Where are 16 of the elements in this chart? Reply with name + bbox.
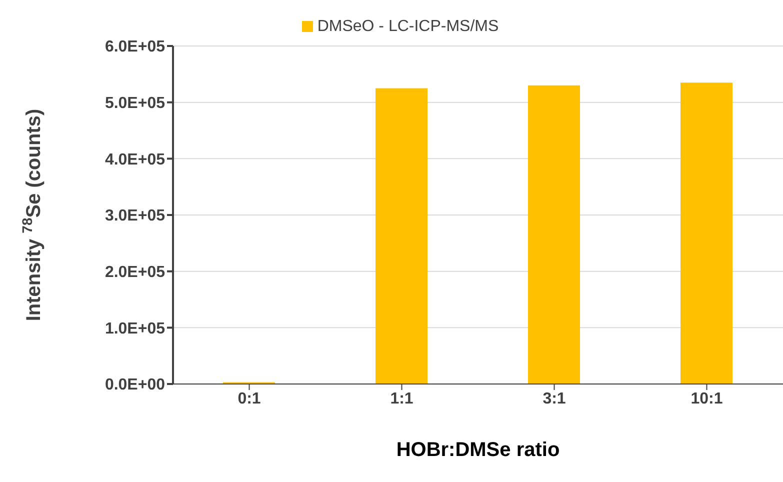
bar: [376, 88, 428, 384]
y-tick-label: 2.0E+05: [104, 264, 166, 282]
x-axis-title: HOBr:DMSe ratio: [396, 439, 560, 461]
y-tick-label: 6.0E+05: [104, 38, 166, 56]
bar: [680, 82, 732, 384]
legend-label: DMSeO - LC-ICP-MS/MS: [317, 18, 499, 35]
x-tick-label: 1:1: [390, 390, 414, 408]
x-tick-label: 0:1: [238, 390, 261, 408]
x-tick-label: 10:1: [690, 390, 723, 408]
x-tick-label: 3:1: [542, 390, 566, 408]
y-tick-label: 3.0E+05: [104, 208, 166, 225]
bar: [528, 85, 580, 384]
y-tick-label: 0.0E+00: [104, 376, 166, 394]
y-tick-label: 1.0E+05: [104, 320, 166, 338]
y-tick-label: 4.0E+05: [104, 151, 166, 168]
y-tick-label: 5.0E+05: [104, 95, 166, 112]
